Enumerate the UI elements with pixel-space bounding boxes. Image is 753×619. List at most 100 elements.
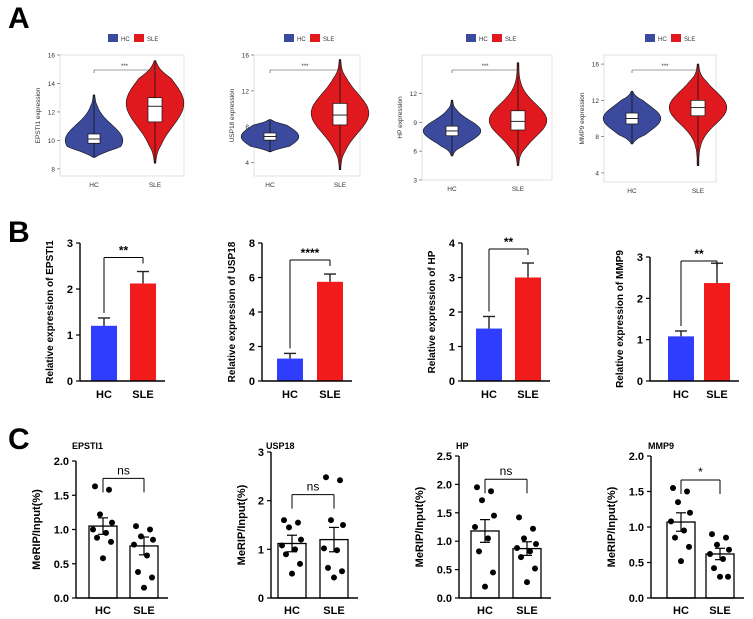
- legend-swatch-sle: [134, 34, 144, 42]
- legend: HC SLE: [108, 34, 158, 43]
- data-point: [108, 538, 114, 545]
- bar-hc: [91, 325, 117, 381]
- y-axis-label: Relative expression of EPSTI1: [45, 240, 56, 384]
- y-tick-label: 14: [48, 81, 56, 88]
- significance-label: ns: [500, 464, 513, 478]
- data-point: [334, 547, 340, 554]
- data-point: [675, 499, 681, 506]
- x-tick-label: HC: [477, 605, 493, 617]
- dot-chart-3: HC SLE 0.0 0.5 1.0 1.5 2.0 2.5 MeRIP/Input(%) ns: [414, 451, 551, 617]
- x-tick-label: HC: [89, 182, 99, 189]
- x-tick-label: HC: [265, 182, 275, 189]
- y-tick-label: 8: [595, 134, 599, 141]
- data-point: [714, 541, 720, 548]
- legend-label-hc: HC: [121, 37, 130, 43]
- data-point: [709, 531, 715, 538]
- data-point: [532, 565, 538, 572]
- data-point: [684, 488, 690, 495]
- y-axis-label: Relative expression of MMP9: [615, 250, 626, 388]
- data-point: [279, 542, 285, 549]
- y-tick-label: 1.0: [629, 522, 644, 534]
- chart-c2-title: USP18: [266, 441, 295, 451]
- legend-swatch-hc: [466, 34, 476, 42]
- data-point: [331, 574, 337, 581]
- legend-swatch-hc: [284, 34, 294, 42]
- y-tick-label: 1.0: [54, 525, 69, 537]
- data-point: [726, 546, 732, 553]
- y-tick-label: 1: [449, 342, 455, 354]
- y-tick-label: 1.5: [54, 490, 69, 502]
- violin-box: [510, 110, 526, 131]
- y-tick-label: 2.5: [437, 451, 452, 463]
- chart-c4-title: MMP9: [648, 441, 675, 451]
- y-tick-label: 8: [51, 166, 55, 173]
- x-tick-label: SLE: [692, 188, 705, 195]
- y-tick-label: 0.5: [437, 565, 452, 577]
- legend-label-sle: SLE: [684, 37, 695, 43]
- data-point: [328, 517, 334, 524]
- legend-label-hc: HC: [658, 37, 667, 43]
- y-tick-label: 2: [67, 284, 73, 296]
- data-point: [707, 550, 713, 557]
- panel-label-c: C: [8, 423, 30, 456]
- data-point: [521, 535, 527, 542]
- x-tick-label: HC: [673, 605, 689, 617]
- data-point: [490, 569, 496, 576]
- data-point: [668, 518, 674, 525]
- y-axis-label: MMP9 expression: [579, 92, 586, 144]
- y-axis-label: MeRIP/Input(%): [606, 486, 618, 567]
- y-tick-label: 16: [592, 62, 600, 69]
- y-tick-label: 1.5: [629, 487, 644, 499]
- y-tick-label: 2: [258, 496, 264, 508]
- data-point: [323, 474, 329, 481]
- data-point: [94, 534, 100, 541]
- y-tick-label: 0.0: [629, 593, 644, 605]
- y-tick-label: 8: [249, 238, 255, 250]
- y-tick-label: 1: [637, 335, 643, 347]
- data-point: [488, 488, 494, 495]
- bar-hc: [668, 336, 694, 381]
- y-tick-label: 3: [67, 238, 73, 250]
- significance-label: **: [119, 244, 129, 258]
- x-tick-label: HC: [481, 389, 497, 401]
- y-axis-label: Relative expression of USP18: [227, 241, 238, 382]
- violin-box: [147, 97, 163, 123]
- y-tick-label: 4: [595, 170, 599, 177]
- violin-chart-4: 4 8 12 16 MMP9 expression HC SLE HC SLE ***: [579, 34, 728, 195]
- data-point: [687, 509, 693, 516]
- x-tick-label: SLE: [319, 389, 340, 401]
- x-tick-label: HC: [673, 389, 689, 401]
- significance-label: ****: [301, 246, 320, 260]
- data-point: [527, 548, 533, 555]
- data-point: [147, 526, 153, 533]
- data-point: [103, 529, 109, 536]
- y-tick-label: 1.5: [437, 508, 452, 520]
- bar-sle: [317, 281, 343, 381]
- y-tick-label: 6: [413, 149, 417, 156]
- x-tick-label: SLE: [709, 605, 730, 617]
- y-tick-label: 0: [249, 376, 255, 388]
- legend-swatch-hc: [108, 34, 118, 42]
- data-point: [482, 583, 488, 590]
- dot-chart-4: HC SLE 0.0 0.5 1.0 1.5 2.0 MeRIP/Input(%) *: [606, 451, 744, 617]
- y-tick-label: 0.5: [629, 558, 644, 570]
- data-point: [472, 524, 478, 530]
- y-tick-label: 0: [449, 376, 455, 388]
- legend: HC SLE: [645, 34, 695, 43]
- data-point: [485, 535, 491, 542]
- data-point: [298, 536, 304, 543]
- y-tick-label: 4: [249, 307, 256, 319]
- y-tick-label: 0.5: [54, 559, 69, 571]
- x-tick-label: HC: [627, 188, 637, 195]
- y-tick-label: 2: [449, 307, 455, 319]
- data-point: [711, 565, 717, 572]
- bar-chart-4: HC SLE 0 1 2 3 Relative expression of MMP9 **: [615, 247, 739, 401]
- data-point: [292, 546, 298, 553]
- x-tick-label: SLE: [516, 605, 537, 617]
- y-tick-label: 3: [413, 178, 417, 185]
- data-point: [281, 517, 287, 524]
- bar-sle: [130, 283, 156, 381]
- data-point: [149, 574, 155, 581]
- y-tick-label: 0.0: [437, 593, 452, 605]
